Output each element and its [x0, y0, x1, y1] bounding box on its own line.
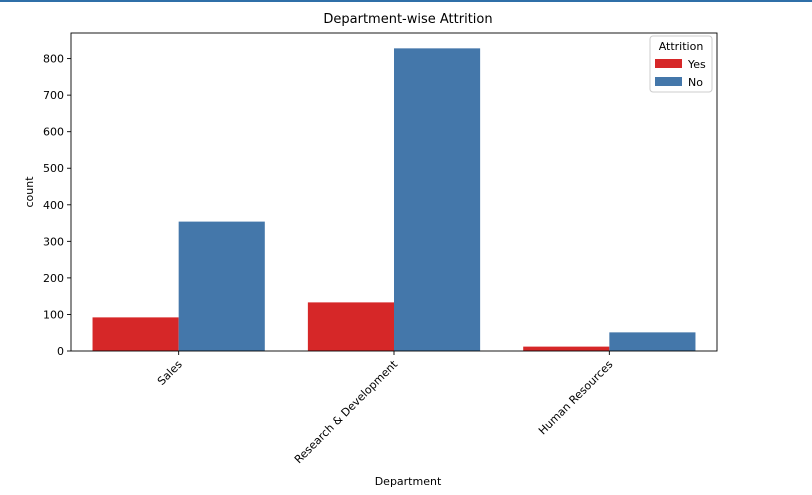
bar-yes-0: [92, 317, 179, 351]
legend-label-no: No: [688, 76, 703, 89]
chart-title: Department-wise Attrition: [323, 12, 492, 27]
bar-no-0: [178, 221, 265, 351]
y-tick-label: 800: [43, 53, 64, 66]
y-tick-label: 300: [43, 235, 64, 248]
bar-yes-1: [307, 302, 394, 351]
bar-yes-2: [523, 346, 610, 351]
y-axis-label: count: [23, 176, 36, 208]
legend-title: Attrition: [659, 40, 704, 53]
x-tick-label: Sales: [155, 358, 185, 388]
legend-swatch-yes: [655, 59, 682, 68]
plot-area: 0 100 200 300 400 500 600 700 800 Sales Research &…: [43, 32, 718, 466]
legend-label-yes: Yes: [687, 58, 706, 71]
y-tick-label: 0: [57, 345, 64, 358]
y-tick-label: 500: [43, 162, 64, 175]
y-tick-label: 600: [43, 126, 64, 139]
x-axis-label: Department: [375, 475, 442, 488]
y-tick-label: 700: [43, 89, 64, 102]
y-tick-label: 400: [43, 199, 64, 212]
legend: Attrition Yes No: [649, 35, 713, 93]
bar-no-2: [609, 332, 696, 351]
y-tick-label: 100: [43, 308, 64, 321]
y-tick-label: 200: [43, 272, 64, 285]
legend-swatch-no: [655, 77, 682, 86]
bar-no-1: [394, 48, 481, 352]
top-border: [0, 0, 812, 2]
x-tick-label: Human Resources: [536, 358, 616, 438]
x-tick-label: Research & Development: [292, 357, 401, 466]
